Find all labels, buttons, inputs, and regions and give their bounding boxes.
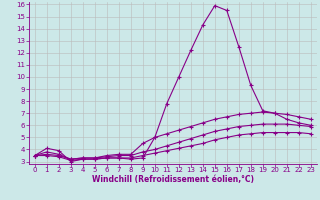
X-axis label: Windchill (Refroidissement éolien,°C): Windchill (Refroidissement éolien,°C) [92, 175, 254, 184]
